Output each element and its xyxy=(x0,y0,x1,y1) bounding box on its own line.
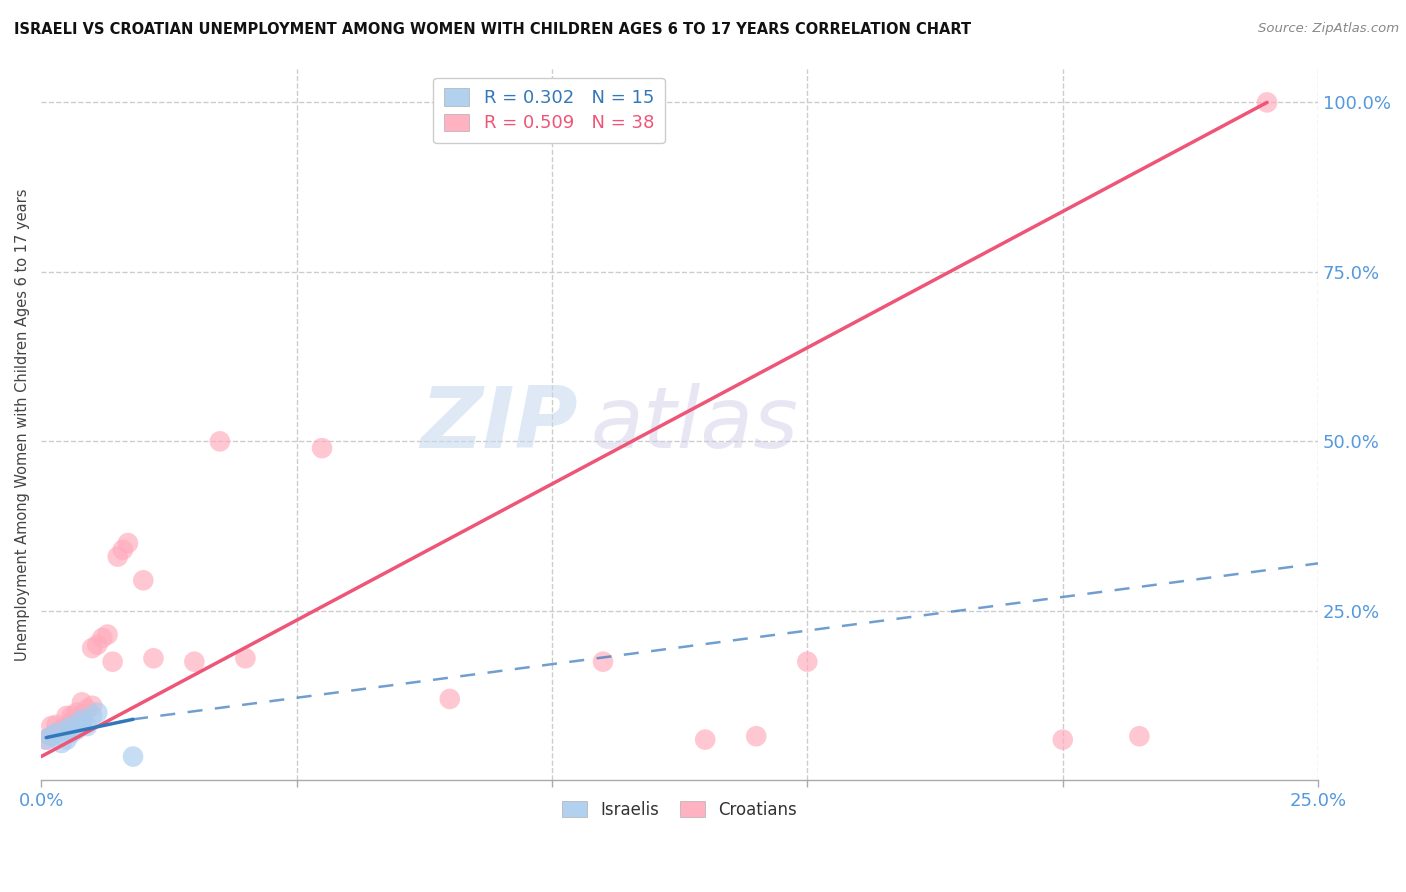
Point xyxy=(51,723,73,737)
Y-axis label: Unemployment Among Women with Children Ages 6 to 17 years: Unemployment Among Women with Children A… xyxy=(15,188,30,661)
Point xyxy=(1256,95,1278,110)
Point xyxy=(91,631,114,645)
Point xyxy=(55,709,77,723)
Point xyxy=(51,736,73,750)
Point xyxy=(1052,732,1074,747)
Point xyxy=(66,706,89,720)
Legend: Israelis, Croatians: Israelis, Croatians xyxy=(555,794,803,825)
Point xyxy=(35,732,58,747)
Point xyxy=(70,709,93,723)
Point xyxy=(86,638,108,652)
Point xyxy=(745,729,768,743)
Point xyxy=(311,441,333,455)
Point xyxy=(82,641,104,656)
Point xyxy=(70,712,93,726)
Point xyxy=(45,726,67,740)
Point xyxy=(117,536,139,550)
Point xyxy=(208,434,231,449)
Point xyxy=(41,729,63,743)
Point xyxy=(35,732,58,747)
Point xyxy=(45,726,67,740)
Point xyxy=(86,706,108,720)
Point xyxy=(66,712,89,726)
Point xyxy=(142,651,165,665)
Point xyxy=(41,729,63,743)
Point xyxy=(695,732,717,747)
Point xyxy=(82,698,104,713)
Point xyxy=(60,709,83,723)
Point xyxy=(70,695,93,709)
Text: Source: ZipAtlas.com: Source: ZipAtlas.com xyxy=(1258,22,1399,36)
Text: ISRAELI VS CROATIAN UNEMPLOYMENT AMONG WOMEN WITH CHILDREN AGES 6 TO 17 YEARS CO: ISRAELI VS CROATIAN UNEMPLOYMENT AMONG W… xyxy=(14,22,972,37)
Point xyxy=(82,709,104,723)
Point xyxy=(70,715,93,730)
Point xyxy=(60,715,83,730)
Point xyxy=(60,726,83,740)
Point xyxy=(122,749,145,764)
Point xyxy=(60,719,83,733)
Point xyxy=(107,549,129,564)
Point xyxy=(101,655,124,669)
Text: atlas: atlas xyxy=(591,383,799,466)
Point xyxy=(592,655,614,669)
Point xyxy=(76,719,98,733)
Point xyxy=(235,651,257,665)
Point xyxy=(183,655,205,669)
Point xyxy=(439,692,461,706)
Point xyxy=(45,717,67,731)
Point xyxy=(1128,729,1150,743)
Point xyxy=(76,702,98,716)
Point xyxy=(66,723,89,737)
Point xyxy=(55,719,77,733)
Point xyxy=(96,627,118,641)
Text: ZIP: ZIP xyxy=(420,383,578,466)
Point xyxy=(41,719,63,733)
Point xyxy=(111,542,134,557)
Point xyxy=(132,574,155,588)
Point xyxy=(55,723,77,737)
Point xyxy=(55,732,77,747)
Point xyxy=(796,655,818,669)
